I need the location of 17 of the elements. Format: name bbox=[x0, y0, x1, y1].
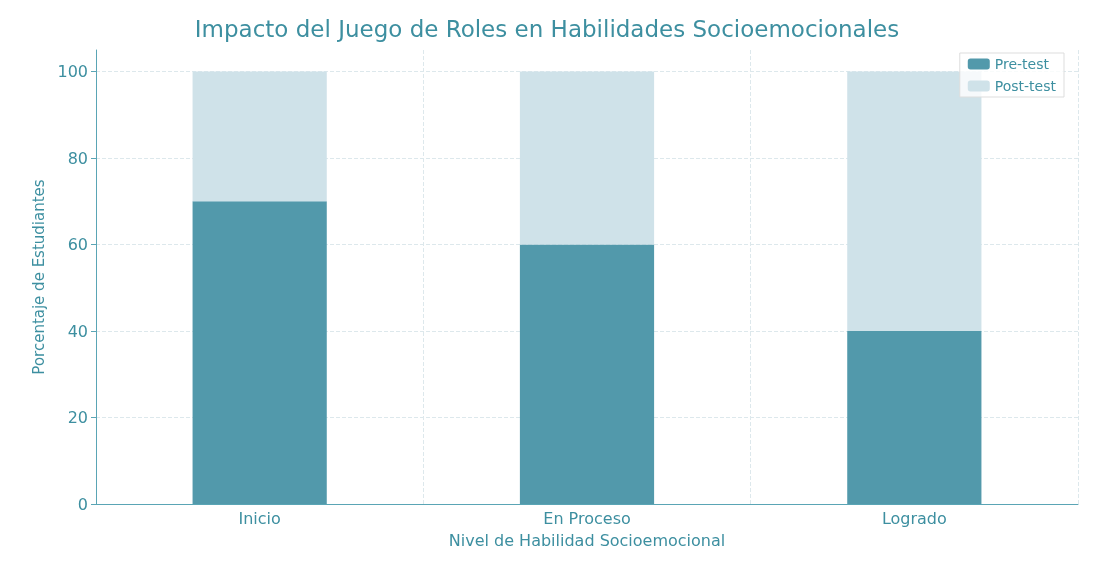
x-axis-title: Nivel de Habilidad Socioemocional bbox=[448, 530, 726, 550]
y-tick-label: 20 bbox=[67, 408, 88, 428]
x-tick-label: Logrado bbox=[881, 508, 947, 528]
legend-label: Pre-test bbox=[994, 56, 1050, 72]
bar bbox=[192, 71, 327, 202]
legend-label: Post-test bbox=[994, 78, 1057, 94]
y-tick-label: 80 bbox=[67, 148, 88, 168]
y-tick-label: 60 bbox=[67, 235, 88, 255]
x-tick-label: En Proceso bbox=[543, 508, 631, 528]
chart-title: Impacto del Juego de Roles en Habilidades Socioemocionales bbox=[194, 15, 900, 42]
bar bbox=[519, 71, 655, 245]
y-tick-label: 0 bbox=[77, 494, 88, 514]
y-axis-title: Porcentaje de Estudiantes bbox=[30, 179, 49, 375]
bar bbox=[847, 71, 982, 332]
x-tick-label: Inicio bbox=[238, 508, 281, 528]
y-tick-label: 40 bbox=[67, 321, 88, 341]
y-tick-label: 100 bbox=[57, 62, 88, 82]
